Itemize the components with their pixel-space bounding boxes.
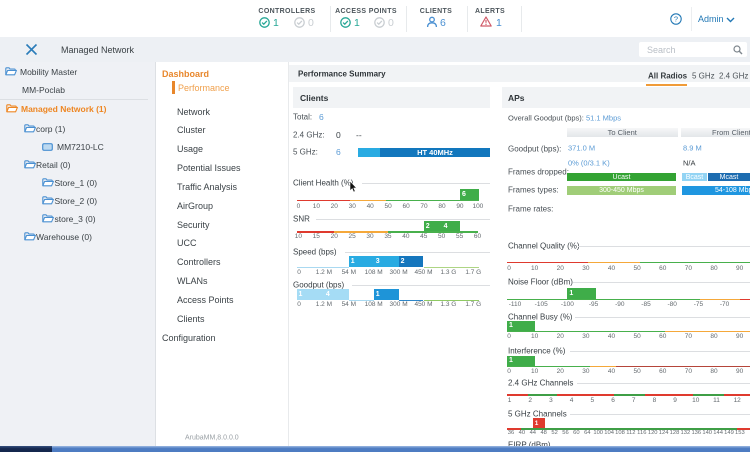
svg-text:?: ? (674, 15, 678, 24)
